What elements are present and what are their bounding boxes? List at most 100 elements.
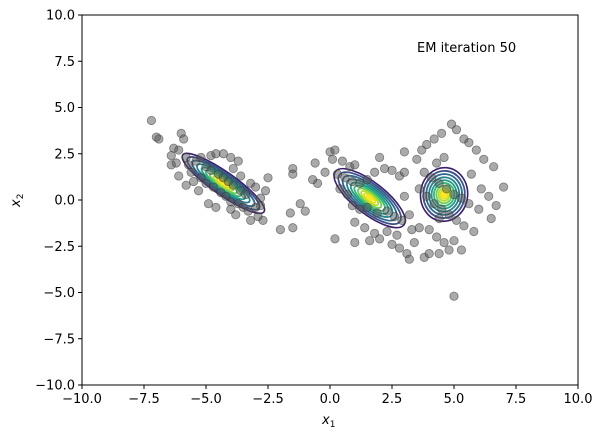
data-point <box>474 204 484 214</box>
data-point <box>154 134 164 144</box>
data-point <box>236 171 246 181</box>
data-point <box>295 199 305 209</box>
data-point <box>466 169 476 179</box>
data-point <box>392 230 402 240</box>
data-point <box>432 232 442 242</box>
data-point <box>379 163 390 174</box>
x-tick-label: 2.5 <box>382 392 403 407</box>
data-point <box>449 189 459 200</box>
data-point <box>332 169 343 179</box>
x-axis-ticks: −10.0 −7.5 −5.0 −2.5 0.0 2.5 5.0 7.5 10.0 <box>62 385 592 407</box>
data-point <box>246 215 256 225</box>
data-point <box>146 115 157 126</box>
data-point <box>459 221 469 231</box>
data-point <box>233 156 243 166</box>
data-point <box>263 173 273 183</box>
y-tick-label: 5.0 <box>54 101 75 116</box>
data-point <box>387 239 397 249</box>
data-point <box>424 249 434 259</box>
data-point <box>228 163 238 174</box>
data-point <box>374 152 385 163</box>
data-point <box>412 154 422 164</box>
y-axis-label: x2 <box>9 194 26 208</box>
data-point <box>441 184 452 194</box>
contour-peak <box>442 193 446 196</box>
data-point <box>469 226 479 237</box>
data-point <box>434 213 444 224</box>
data-point <box>362 175 372 185</box>
data-point <box>288 223 298 233</box>
data-point <box>347 176 357 187</box>
y-tick-label: 10.0 <box>46 9 75 24</box>
y-tick-label: 0.0 <box>54 194 75 209</box>
data-point <box>382 226 392 237</box>
data-point <box>258 215 268 225</box>
data-point <box>422 139 432 150</box>
data-point <box>350 160 360 170</box>
data-point <box>362 202 372 212</box>
data-point <box>444 210 454 220</box>
data-point <box>432 158 442 168</box>
x-tick-label: 5.0 <box>444 392 465 407</box>
data-point <box>484 191 494 201</box>
data-point <box>456 193 467 203</box>
data-point <box>208 182 219 192</box>
data-point <box>389 212 400 222</box>
x-axis-label: x1 <box>321 413 335 430</box>
data-point <box>166 151 176 161</box>
data-point <box>350 237 360 248</box>
scatter-layer <box>146 115 509 301</box>
data-point <box>404 210 414 220</box>
contour-peak <box>367 196 372 200</box>
data-point <box>347 200 357 211</box>
data-point <box>394 243 405 253</box>
data-point <box>479 154 489 164</box>
x-axis-label-base: x <box>321 413 330 428</box>
data-point <box>399 147 409 157</box>
annotation-text: EM iteration 50 <box>417 41 516 56</box>
data-point <box>330 145 340 155</box>
data-point <box>288 169 298 179</box>
data-point <box>451 215 462 225</box>
data-point <box>434 249 444 259</box>
y-tick-label: −7.5 <box>43 332 75 347</box>
y-tick-label: −2.5 <box>43 240 75 255</box>
data-point <box>174 145 184 155</box>
data-point <box>285 208 295 218</box>
data-point <box>399 167 409 177</box>
data-point <box>186 167 196 177</box>
data-point <box>181 180 191 190</box>
data-point <box>355 204 365 214</box>
data-point <box>231 210 241 220</box>
y-tick-label: 7.5 <box>54 55 75 70</box>
data-point <box>337 156 347 166</box>
data-point <box>434 178 444 188</box>
data-point <box>320 167 330 177</box>
data-point <box>444 245 454 255</box>
data-point <box>429 134 439 144</box>
data-point <box>365 236 375 246</box>
data-point <box>439 152 449 163</box>
data-point <box>471 145 481 155</box>
data-point <box>218 149 228 159</box>
y-axis-label-base: x <box>9 199 24 208</box>
data-point <box>449 291 459 301</box>
contour-line <box>360 190 380 207</box>
y-tick-label: −10.0 <box>35 379 75 394</box>
data-point <box>427 173 437 183</box>
data-point <box>404 254 414 264</box>
y-axis-ticks: −10.0 −7.5 −5.0 −2.5 0.0 2.5 5.0 7.5 10.0 <box>35 9 82 394</box>
data-point <box>243 206 253 216</box>
data-point <box>476 184 486 194</box>
data-point <box>382 206 392 216</box>
y-axis-label-sub: 2 <box>16 194 26 200</box>
data-point <box>340 173 350 183</box>
data-point <box>491 200 501 211</box>
data-point <box>196 152 206 163</box>
data-point <box>424 225 434 235</box>
data-point <box>498 182 509 192</box>
data-point <box>312 178 323 188</box>
data-point <box>399 191 409 201</box>
